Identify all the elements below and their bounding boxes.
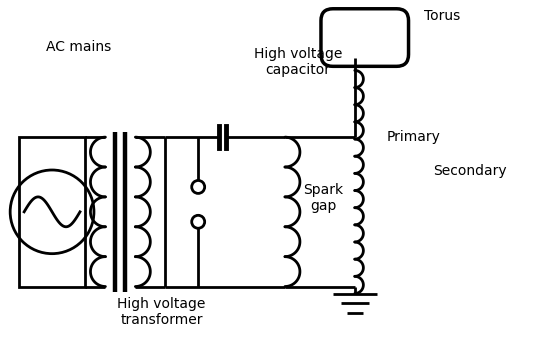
Text: Secondary: Secondary [433, 164, 507, 178]
Text: Primary: Primary [386, 130, 440, 144]
Text: Spark
gap: Spark gap [303, 183, 344, 213]
Text: AC mains: AC mains [46, 40, 112, 54]
Bar [19, 137, 85, 287]
Text: High voltage
transformer: High voltage transformer [117, 297, 206, 327]
Text: Torus: Torus [424, 9, 460, 23]
Text: High voltage
capacitor: High voltage capacitor [254, 47, 342, 77]
